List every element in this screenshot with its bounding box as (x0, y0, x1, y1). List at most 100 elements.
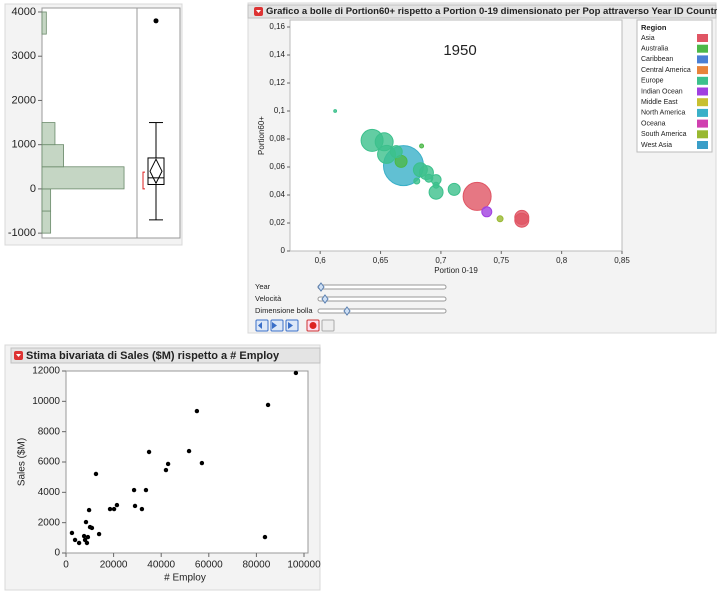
x-tick-label: 0,6 (315, 256, 327, 265)
histogram-bar (41, 188, 52, 212)
stop-icon (309, 322, 317, 329)
histogram-bar (41, 122, 56, 146)
slider-label: Velocità (255, 294, 282, 303)
bubble (496, 215, 504, 223)
point (163, 467, 169, 473)
point (262, 534, 268, 540)
bubble (333, 109, 338, 113)
title-bar (10, 347, 321, 364)
charts: -1000 0 1000 2000 3000 4000 0,6 0,65 0,7 0,75 0,8 0… (8, 6, 713, 584)
point (85, 534, 91, 540)
point (93, 471, 99, 477)
bubble (419, 143, 425, 149)
x-tick-label: 0 (63, 560, 69, 571)
point (81, 533, 87, 539)
legend-label: Central America (641, 67, 691, 74)
x-tick-label: 0,8 (556, 256, 568, 265)
y-tick-label: 2000 (12, 94, 36, 106)
legend-title: Region (641, 23, 667, 32)
point (199, 460, 205, 466)
legend-label: Indian Ocean (641, 88, 683, 95)
legend-swatch (697, 108, 708, 117)
x-tick-label: 0,75 (493, 256, 509, 265)
x-axis-label: Portion 0-19 (434, 266, 478, 275)
slider-label: Dimensione bolla (255, 306, 313, 315)
title-bar (247, 4, 717, 19)
legend-label: Europe (641, 78, 664, 85)
legend-label: Middle East (641, 99, 678, 106)
menu-icon (256, 10, 261, 13)
annotation: 1950 (443, 42, 476, 59)
y-tick-label: -1000 (8, 227, 36, 239)
y-tick-label: 0,04 (269, 190, 285, 199)
y-axis-label: Sales ($M) (17, 438, 28, 486)
point (69, 530, 75, 536)
bubble (514, 212, 530, 228)
y-tick-label: 3000 (12, 50, 36, 62)
point (139, 506, 145, 512)
legend-label: Asia (641, 35, 655, 42)
histogram-bar (41, 144, 64, 168)
legend-swatch (697, 44, 708, 53)
x-tick-label: 0,65 (373, 256, 389, 265)
histogram-bar (41, 210, 52, 234)
x-tick-label: 0,7 (435, 256, 447, 265)
x-tick-label: 60000 (195, 560, 223, 571)
y-tick-label: 0,06 (269, 162, 285, 171)
y-tick-label: 6000 (38, 457, 61, 468)
bubble (481, 206, 493, 218)
slider-handle[interactable] (317, 282, 325, 292)
bubble (462, 181, 492, 211)
bubble (413, 177, 421, 185)
slider-handle[interactable] (343, 306, 351, 316)
legend-swatch (697, 98, 708, 107)
y-tick-label: 0,02 (269, 218, 285, 227)
legend-swatch (697, 66, 708, 75)
y-tick-label: 12000 (32, 366, 60, 377)
plot-frame (65, 370, 309, 554)
point (165, 461, 171, 467)
shortest-half (142, 171, 145, 190)
player-icon (272, 322, 277, 329)
point (72, 537, 78, 543)
point (83, 519, 89, 525)
save-button[interactable] (321, 319, 335, 332)
x-tick-label: 40000 (147, 560, 175, 571)
x-tick-label: 100000 (287, 560, 321, 571)
legend-label: Australia (641, 46, 668, 53)
point (96, 531, 102, 537)
y-tick-label: 10000 (32, 396, 60, 407)
chart-title: Stima bivariata di Sales ($M) rispetto a… (26, 350, 280, 362)
outlier (153, 18, 159, 24)
y-axis-label: Portion60+ (257, 116, 266, 155)
player-icon (258, 322, 262, 329)
point (143, 487, 149, 493)
bubble (424, 173, 434, 183)
x-tick-label: 80000 (242, 560, 270, 571)
y-tick-label: 0 (54, 548, 60, 559)
x-axis-label: # Employ (164, 573, 206, 584)
slider-handle[interactable] (321, 294, 329, 304)
y-tick-label: 8000 (38, 426, 61, 437)
player-icon (288, 322, 293, 329)
slider-track[interactable] (317, 308, 447, 314)
slider-track[interactable] (317, 296, 447, 302)
plot-frame (289, 19, 623, 252)
histogram-bar (41, 11, 47, 35)
point (84, 540, 90, 546)
x-tick-label: 20000 (100, 560, 128, 571)
slider-track[interactable] (317, 284, 447, 290)
legend-swatch (697, 76, 708, 85)
point (293, 370, 299, 376)
point (132, 503, 138, 509)
point (111, 506, 117, 512)
legend-label: South America (641, 131, 687, 138)
legend-swatch (697, 141, 708, 149)
legend-label: West Asia (641, 142, 672, 149)
point (114, 502, 120, 508)
bubble (432, 181, 440, 189)
legend-label: Caribbean (641, 56, 673, 63)
y-tick-label: 4000 (12, 6, 36, 18)
